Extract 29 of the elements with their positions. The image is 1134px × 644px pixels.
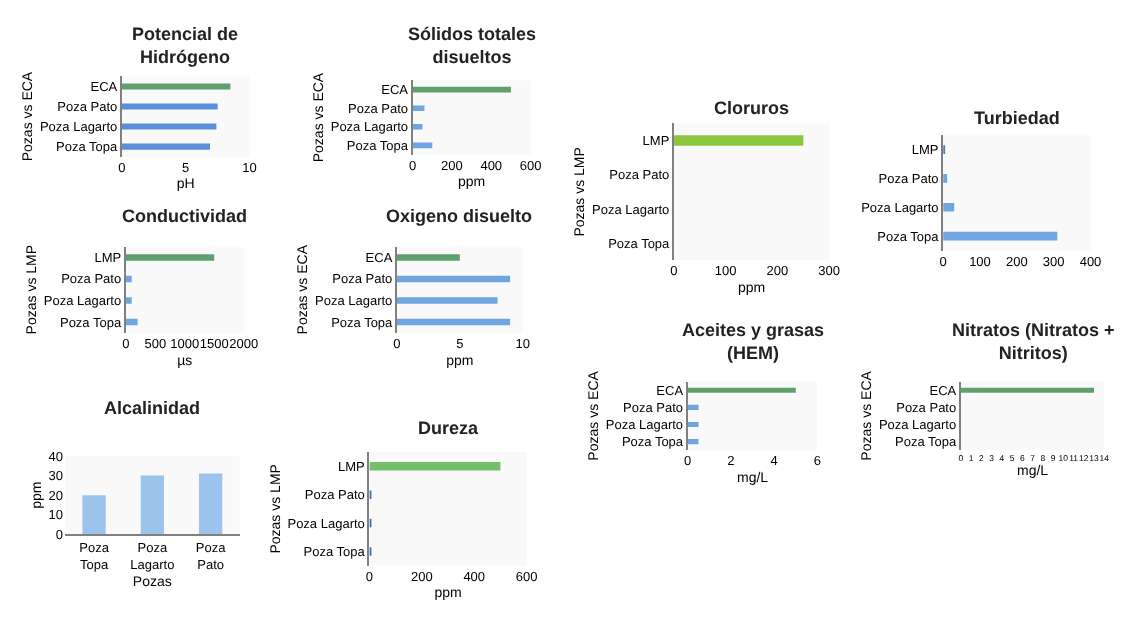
bar [943, 231, 1058, 241]
chart-title: Nitratos (Nitratos + Nitritos) [952, 320, 1115, 364]
chart-title: Sólidos totales disueltos [408, 24, 537, 68]
bar [121, 83, 231, 90]
bar [396, 318, 511, 326]
bar [121, 143, 210, 150]
chart-title: Conductividad [122, 206, 247, 226]
bar [396, 275, 511, 283]
bar [125, 254, 215, 261]
bar [121, 103, 218, 110]
bar [125, 318, 138, 326]
bar [198, 473, 223, 535]
bar [396, 254, 460, 261]
bar [121, 123, 217, 130]
bar [396, 297, 498, 304]
bar [125, 275, 132, 283]
bar [140, 475, 164, 535]
chart-title: Alcalinidad [104, 398, 201, 418]
bar [412, 124, 423, 130]
chart-title: Aceites y grasas (HEM) [682, 320, 825, 364]
chart-title: Potencial de Hidrógeno [132, 24, 239, 68]
chart-title: Turbiedad [974, 108, 1060, 128]
bar [82, 495, 106, 535]
chart-title: Oxigeno disuelto [386, 206, 534, 226]
chart-title: Dureza [418, 418, 481, 438]
bar [412, 105, 425, 112]
chart-title: Cloruros [714, 98, 790, 118]
bar [943, 202, 955, 212]
bar [125, 297, 132, 304]
